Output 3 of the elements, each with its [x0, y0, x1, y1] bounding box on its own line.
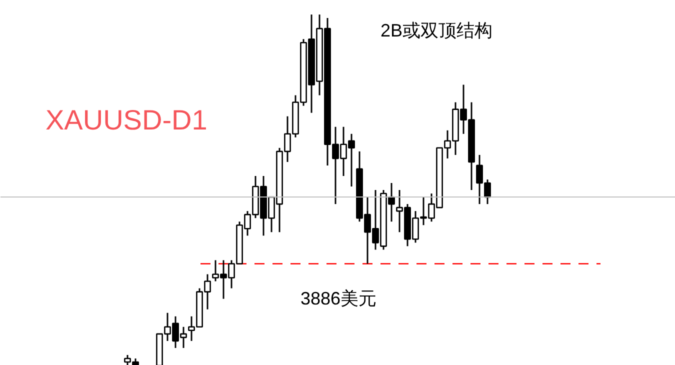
annotation: 2B或双顶结构 — [380, 20, 493, 40]
ref-line-label: 3886美元 — [300, 288, 377, 309]
text: XAUUSD-D1 — [46, 104, 208, 136]
